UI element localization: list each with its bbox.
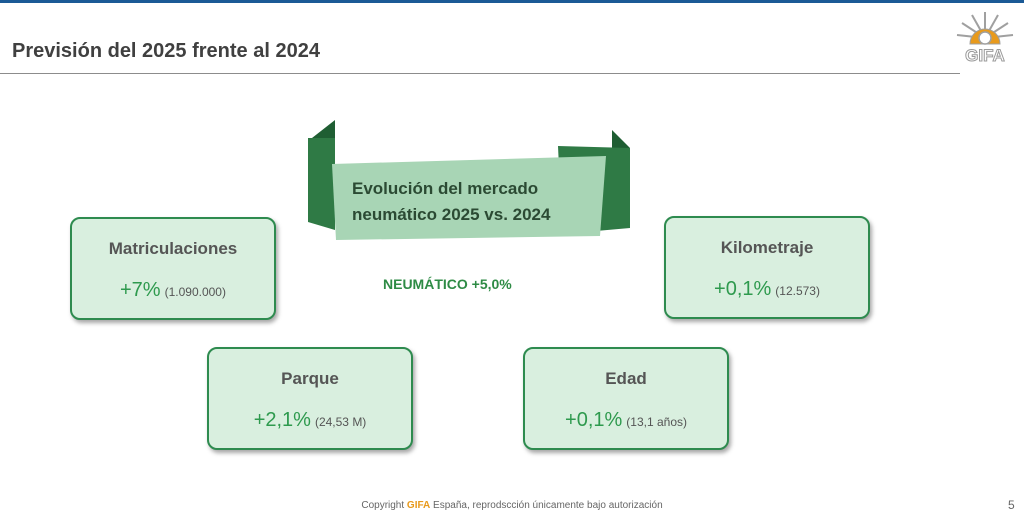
title-divider [0,73,960,74]
card-percentage: +7% [120,279,161,301]
card-value-row: +0,1% (12.573) [666,278,868,301]
banner-text: Evolución del mercado neumático 2025 vs.… [352,176,602,228]
card-value-row: +2,1% (24,53 M) [209,409,411,432]
card-kilometraje: Kilometraje +0,1% (12.573) [664,216,870,319]
card-matriculaciones: Matriculaciones +7% (1.090.000) [70,217,276,320]
logo-wordmark: GIFA [965,46,1006,66]
gifa-sun-logo-icon: GIFA [952,8,1018,70]
card-percentage: +2,1% [253,409,311,431]
card-value-row: +7% (1.090.000) [72,279,274,302]
copyright-footer: Copyright GIFA España, reprodscción únic… [0,500,1024,511]
card-percentage: +0,1% [714,278,772,300]
card-label: Edad [605,369,647,388]
card-detail: (1.090.000) [164,285,226,299]
tire-market-total: NEUMÁTICO +5,0% [383,276,512,292]
footer-prefix: Copyright [361,500,407,511]
card-detail: (24,53 M) [314,415,367,429]
card-label: Kilometraje [720,238,814,257]
card-label: Matriculaciones [108,239,238,258]
page-number: 5 [1008,498,1015,512]
top-accent-bar [0,0,1024,3]
card-detail: (13,1 años) [626,415,687,429]
footer-brand: GIFA [406,500,431,511]
banner-line-2: neumático 2025 vs. 2024 [352,205,551,224]
card-edad: Edad +0,1% (13,1 años) [523,347,729,450]
card-percentage: +0,1% [565,409,623,431]
card-label: Parque [281,369,339,388]
card-value-row: +0,1% (13,1 años) [525,409,727,432]
banner-line-1: Evolución del mercado [352,179,539,198]
card-detail: (12.573) [775,284,820,298]
footer-suffix: España, reprodscción únicamente bajo aut… [430,500,663,511]
banner-ribbon [308,120,630,240]
card-parque: Parque +2,1% (24,53 M) [207,347,413,450]
slide-title: Previsión del 2025 frente al 2024 [12,40,320,62]
